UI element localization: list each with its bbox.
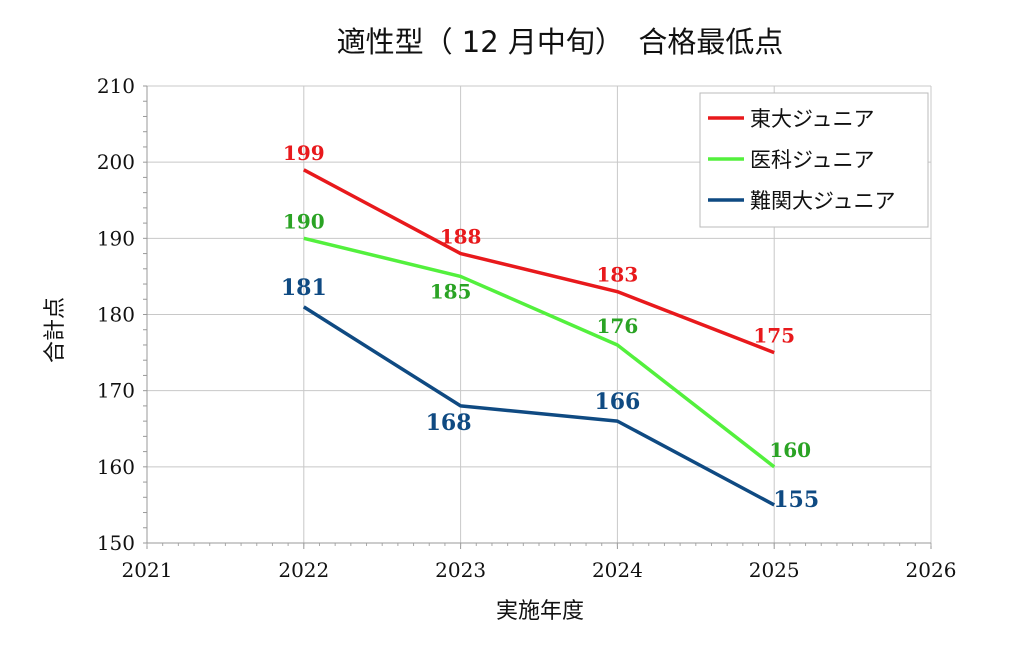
y-tick-label: 200 xyxy=(97,150,135,174)
x-tick-label: 2025 xyxy=(749,558,800,582)
y-tick-label: 160 xyxy=(97,455,135,479)
legend-entry: 医科ジュニア xyxy=(750,148,875,172)
legend-entry: 東大ジュニア xyxy=(750,107,875,131)
series-lines xyxy=(302,168,776,507)
x-tick-label: 2024 xyxy=(592,558,643,582)
data-label: 183 xyxy=(597,263,639,287)
chart-title: 適性型（ 12 月中旬） 合格最低点 xyxy=(337,25,784,59)
data-label: 190 xyxy=(283,209,325,233)
data-label: 199 xyxy=(283,141,325,165)
data-label: 176 xyxy=(597,314,639,338)
series-line xyxy=(302,168,775,355)
series-line xyxy=(303,236,776,469)
data-label: 160 xyxy=(769,438,811,462)
x-tick-label: 2023 xyxy=(435,558,486,582)
x-axis-label: 実施年度 xyxy=(496,599,584,624)
x-tick-labels: 2021 2022 2023 2024 2025 2026 xyxy=(122,558,957,582)
data-label: 155 xyxy=(773,487,819,513)
data-label: 175 xyxy=(753,324,795,348)
y-axis-label: 合計点 xyxy=(43,297,68,363)
data-labels: 199 188 183 175 190 185 176 160 181 168 166 155 xyxy=(281,141,819,513)
series-line xyxy=(302,305,776,507)
data-label: 181 xyxy=(281,275,327,301)
data-label: 168 xyxy=(426,410,472,436)
x-tick-label: 2026 xyxy=(906,558,957,582)
y-tick-label: 180 xyxy=(97,303,135,327)
axes xyxy=(143,85,932,549)
data-label: 188 xyxy=(440,225,482,249)
y-tick-label: 210 xyxy=(97,74,135,98)
data-label: 185 xyxy=(430,279,472,303)
x-tick-label: 2021 xyxy=(122,558,173,582)
y-tick-label: 190 xyxy=(97,226,135,250)
x-tick-label: 2022 xyxy=(278,558,329,582)
y-tick-labels: 150 160 170 180 190 200 210 xyxy=(97,74,135,555)
legend-entry: 難関大ジュニア xyxy=(750,189,896,213)
data-label: 166 xyxy=(594,389,640,415)
y-tick-label: 170 xyxy=(97,379,135,403)
y-tick-label: 150 xyxy=(97,531,135,555)
